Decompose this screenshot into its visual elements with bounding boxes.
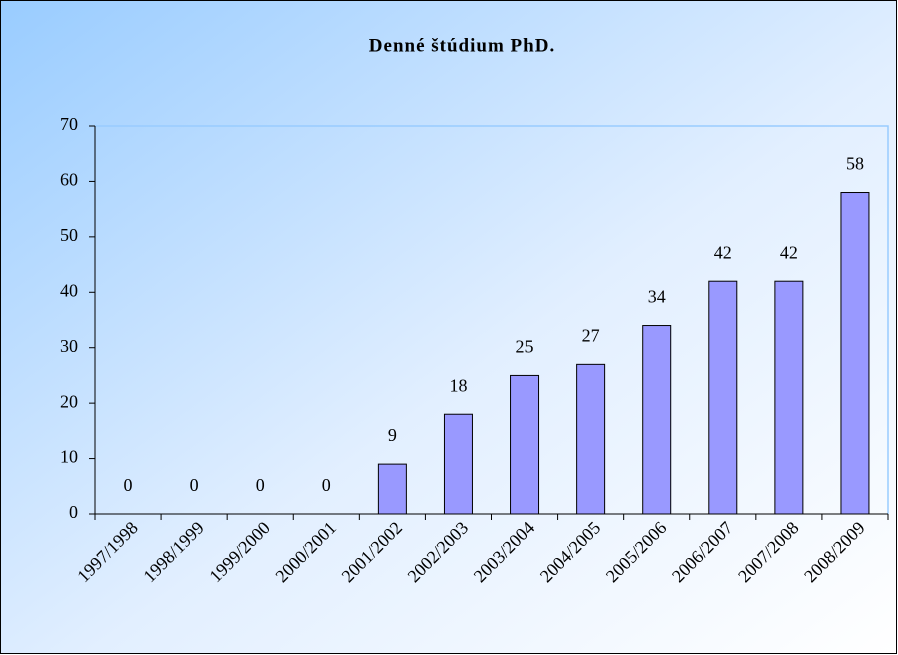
y-tick-label: 70 [60,114,78,134]
bar [642,325,672,515]
bar [510,374,540,515]
plot-border [95,125,889,514]
data-label: 34 [648,287,666,307]
y-tick-label: 60 [60,170,78,190]
data-label: 9 [388,425,397,445]
data-label: 0 [256,475,265,495]
y-tick-label: 10 [60,447,78,467]
bar [840,192,870,515]
bar [377,463,407,515]
data-label: 0 [190,475,199,495]
y-tick-label: 40 [60,280,78,300]
data-label: 58 [846,154,864,174]
y-tick-label: 20 [60,391,78,411]
data-label: 0 [322,475,331,495]
chart-title: Denné štúdium PhD. [369,35,555,56]
data-label: 42 [714,242,732,262]
y-tick-label: 50 [60,225,78,245]
y-tick-label: 30 [60,336,78,356]
bar [708,280,738,515]
bar [576,363,606,515]
data-label: 0 [124,475,133,495]
data-label: 18 [449,375,467,395]
data-label: 42 [780,242,798,262]
bar [774,280,804,515]
data-label: 25 [516,337,534,357]
bar [443,413,473,515]
y-tick-label: 0 [69,502,78,522]
data-label: 27 [582,325,600,345]
